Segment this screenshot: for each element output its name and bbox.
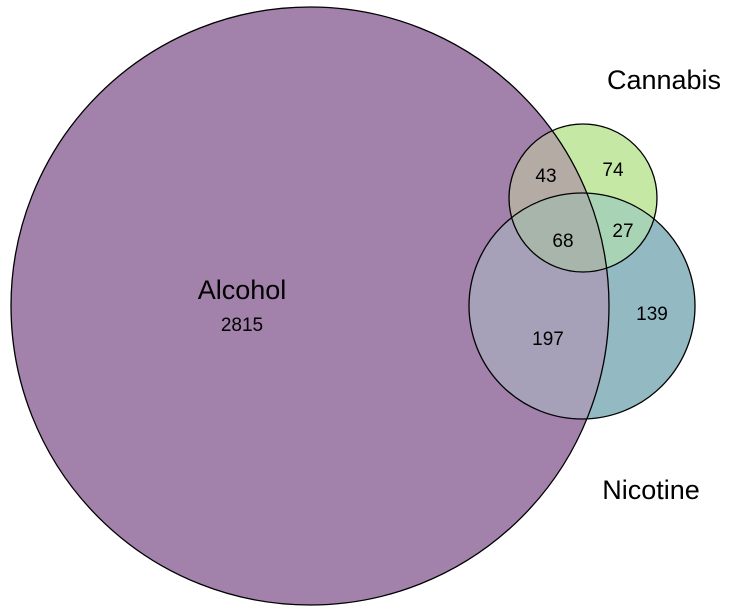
cannabis-nicotine-count: 27 — [612, 221, 633, 242]
alcohol-nicotine-overlap — [469, 193, 609, 419]
alcohol-nicotine-count: 197 — [532, 329, 564, 350]
nicotine-only-count: 139 — [636, 304, 668, 325]
alcohol-cannabis-count: 43 — [535, 166, 556, 187]
alcohol-only-count: 2815 — [221, 315, 263, 336]
alcohol-label: Alcohol — [198, 275, 287, 305]
alcohol-outline — [10, 6, 610, 606]
cannabis-label: Cannabis — [607, 65, 721, 95]
all-three-count: 68 — [552, 231, 573, 252]
cannabis-outline — [508, 123, 658, 273]
nicotine-label: Nicotine — [602, 475, 700, 505]
cannabis-only-count: 74 — [602, 160, 624, 181]
nicotine-outline — [468, 192, 696, 420]
alcohol-circle — [11, 7, 609, 605]
